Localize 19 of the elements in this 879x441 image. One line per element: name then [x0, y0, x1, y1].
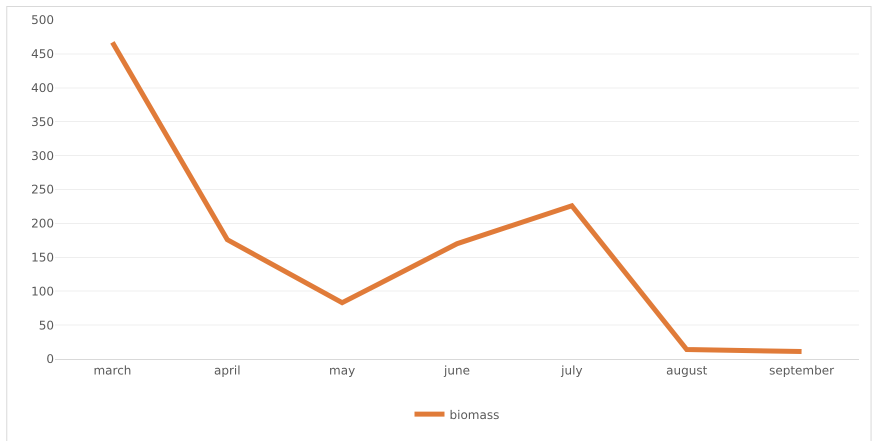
- y-tick-label: 350: [31, 114, 54, 129]
- x-tick-label: august: [666, 363, 708, 378]
- x-tick-label: march: [93, 363, 132, 378]
- x-tick-label: september: [769, 363, 834, 378]
- x-tick-label: may: [329, 363, 356, 378]
- y-tick-label: 450: [31, 47, 54, 62]
- x-tick-label: july: [560, 363, 583, 378]
- y-tick-label: 300: [31, 148, 54, 163]
- y-tick-label: 500: [31, 13, 54, 28]
- y-tick-label: 200: [31, 216, 54, 231]
- y-tick-label: 400: [31, 81, 54, 95]
- x-tick-label: april: [214, 363, 241, 378]
- y-tick-label: 150: [31, 250, 54, 264]
- y-tick-label: 0: [46, 352, 54, 366]
- y-tick-label: 100: [31, 284, 54, 298]
- y-tick-label: 250: [31, 182, 54, 197]
- legend-label: biomass: [450, 408, 500, 422]
- y-tick-label: 50: [38, 318, 54, 332]
- x-tick-label: june: [443, 363, 470, 378]
